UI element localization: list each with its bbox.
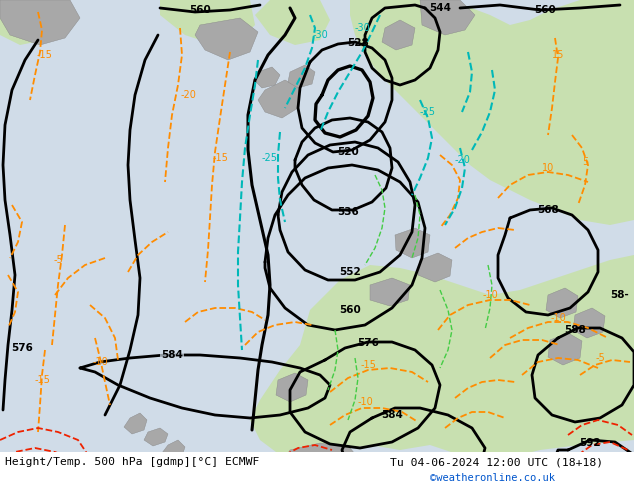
Text: 584: 584	[161, 350, 183, 360]
Text: 576: 576	[11, 343, 33, 353]
Polygon shape	[546, 288, 578, 318]
Text: 592: 592	[579, 438, 601, 448]
Polygon shape	[160, 0, 255, 45]
Polygon shape	[285, 443, 360, 473]
Text: 500: 500	[487, 477, 509, 487]
Text: -10: -10	[550, 313, 566, 323]
Polygon shape	[258, 80, 300, 118]
Text: -15: -15	[212, 153, 228, 163]
Text: 560: 560	[189, 5, 211, 15]
Polygon shape	[144, 428, 168, 446]
Polygon shape	[162, 440, 185, 460]
Polygon shape	[276, 373, 308, 402]
Polygon shape	[250, 255, 634, 460]
Text: 544: 544	[429, 3, 451, 13]
Polygon shape	[195, 18, 258, 60]
Text: -5: -5	[53, 255, 63, 265]
Text: 568: 568	[537, 205, 559, 215]
Text: 536: 536	[337, 207, 359, 217]
Polygon shape	[548, 333, 582, 365]
Text: -10: -10	[92, 357, 108, 367]
Polygon shape	[0, 0, 80, 45]
Text: 560: 560	[534, 5, 556, 15]
Text: -20: -20	[180, 90, 196, 100]
Polygon shape	[395, 228, 430, 258]
Text: -20: -20	[454, 155, 470, 165]
Text: -15: -15	[34, 375, 50, 385]
Text: 588: 588	[564, 325, 586, 335]
Text: -15: -15	[36, 50, 52, 60]
Text: 58-: 58-	[611, 290, 630, 300]
Text: 15: 15	[552, 50, 564, 60]
Polygon shape	[124, 413, 147, 434]
Text: 5: 5	[582, 157, 588, 167]
Text: -25: -25	[420, 107, 436, 117]
Polygon shape	[350, 0, 634, 225]
Text: -10: -10	[357, 397, 373, 407]
Polygon shape	[0, 0, 55, 45]
Text: 584: 584	[381, 410, 403, 420]
Text: -30: -30	[312, 30, 328, 40]
Polygon shape	[573, 308, 605, 338]
Text: ©weatheronline.co.uk: ©weatheronline.co.uk	[430, 473, 555, 483]
Text: 528: 528	[347, 38, 369, 48]
Text: Height/Temp. 500 hPa [gdmp][°C] ECMWF: Height/Temp. 500 hPa [gdmp][°C] ECMWF	[5, 457, 259, 467]
Text: 520: 520	[337, 147, 359, 157]
Polygon shape	[370, 278, 410, 306]
Text: -15: -15	[360, 360, 376, 370]
Polygon shape	[418, 253, 452, 282]
Polygon shape	[382, 20, 415, 50]
Text: -30: -30	[354, 23, 370, 33]
Polygon shape	[288, 65, 315, 88]
Text: 576: 576	[357, 338, 379, 348]
Bar	[0, 452, 634, 490]
Text: -10: -10	[482, 290, 498, 300]
Polygon shape	[420, 0, 475, 35]
Text: 552: 552	[339, 267, 361, 277]
Text: 560: 560	[339, 305, 361, 315]
Text: -5: -5	[595, 353, 605, 363]
Text: 10: 10	[542, 163, 554, 173]
Polygon shape	[254, 67, 280, 88]
Text: Tu 04-06-2024 12:00 UTC (18+18): Tu 04-06-2024 12:00 UTC (18+18)	[390, 457, 603, 467]
Text: -25: -25	[262, 153, 278, 163]
Polygon shape	[255, 0, 330, 45]
